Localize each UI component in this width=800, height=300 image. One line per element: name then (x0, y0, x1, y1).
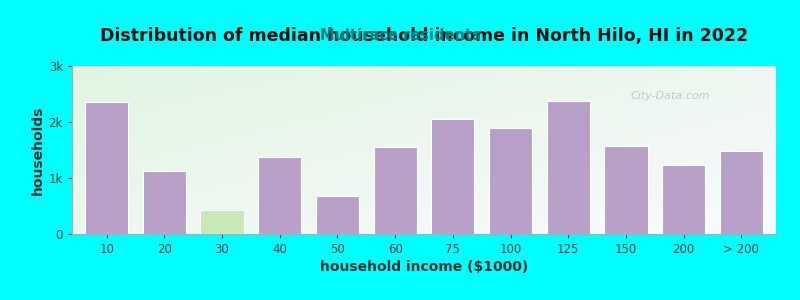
Bar (604, 146, 648, 234)
Bar (200, 210, 244, 234)
Bar (374, 147, 417, 234)
Bar (85, 102, 128, 234)
Title: Distribution of median household income in North Hilo, HI in 2022: Distribution of median household income … (100, 27, 748, 45)
Bar (431, 119, 474, 234)
Y-axis label: households: households (30, 105, 45, 195)
Bar (546, 101, 590, 234)
X-axis label: household income ($1000): household income ($1000) (320, 260, 528, 274)
Text: City-Data.com: City-Data.com (630, 91, 710, 101)
Bar (142, 171, 186, 234)
Bar (489, 128, 532, 234)
Bar (316, 196, 359, 234)
Text: Multirace residents: Multirace residents (319, 28, 481, 44)
Bar (720, 151, 763, 234)
Bar (258, 157, 302, 234)
Bar (662, 165, 706, 234)
